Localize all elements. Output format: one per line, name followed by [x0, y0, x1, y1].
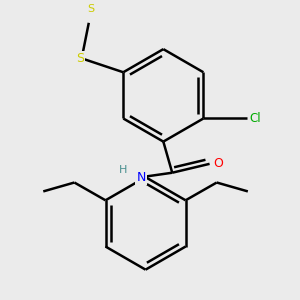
Text: H: H [119, 165, 128, 175]
Text: S: S [76, 52, 84, 65]
Text: S: S [87, 4, 94, 14]
Text: S: S [76, 52, 84, 65]
Text: N: N [136, 171, 146, 184]
Text: O: O [214, 157, 224, 170]
Text: Cl: Cl [250, 112, 261, 125]
